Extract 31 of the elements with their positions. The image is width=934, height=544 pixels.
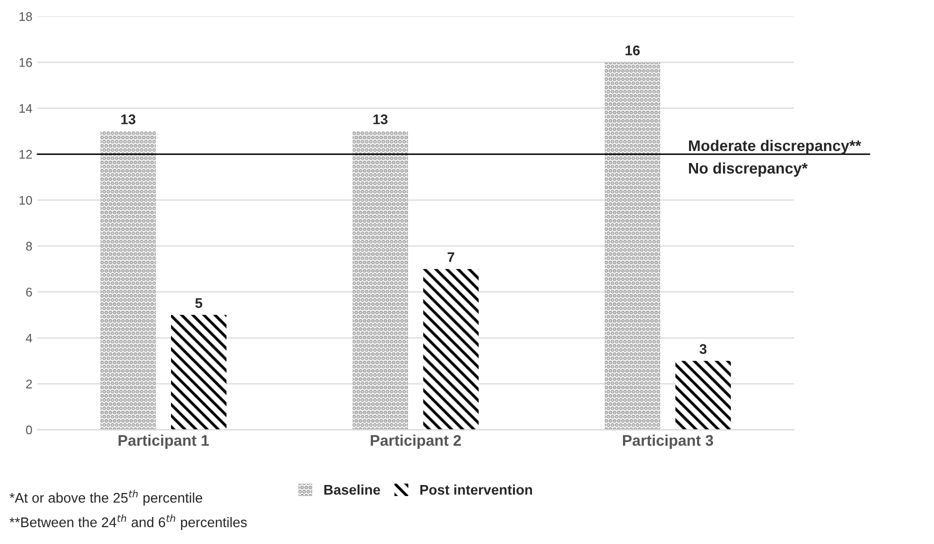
y-tick-label: 10 [20, 196, 32, 205]
y-tick-label: 12 [20, 150, 32, 159]
y-tick-label: 0 [26, 426, 32, 434]
legend-label: Baseline [324, 484, 380, 495]
data-label: 16 [626, 46, 640, 56]
bar [423, 268, 479, 430]
data-label: 13 [121, 114, 136, 124]
x-tick-label: Participant 1 [118, 434, 209, 449]
text: *At or above the 25$^{th}$ percentile [10, 490, 202, 506]
bar [100, 131, 156, 430]
y-tick-label: 18 [20, 12, 32, 21]
text: **Between the 24$^{th}$ and 6$^{th}$ percentiles [10, 514, 247, 530]
data-label: 7 [448, 252, 454, 262]
annotation: No discrepancy* [689, 162, 808, 177]
y-tick-label: 4 [26, 334, 32, 342]
legend-label: Post intervention [420, 484, 532, 495]
y-tick-label: 2 [26, 380, 32, 388]
bar [171, 314, 226, 430]
y-tick-label: 8 [26, 242, 32, 251]
x-tick-label: Participant 3 [622, 434, 714, 449]
x-tick-label: Participant 2 [370, 434, 461, 449]
bar [675, 360, 731, 430]
bar [352, 131, 408, 430]
y-tick-label: 6 [26, 288, 32, 297]
data-label: 5 [195, 298, 202, 308]
y-tick-label: 14 [20, 104, 32, 113]
y-tick-label: 16 [20, 58, 32, 67]
data-label: 13 [373, 114, 388, 124]
bar [604, 62, 660, 430]
data-label: 3 [700, 344, 706, 354]
ref-line-label: Moderate discrepancy** [689, 140, 862, 154]
